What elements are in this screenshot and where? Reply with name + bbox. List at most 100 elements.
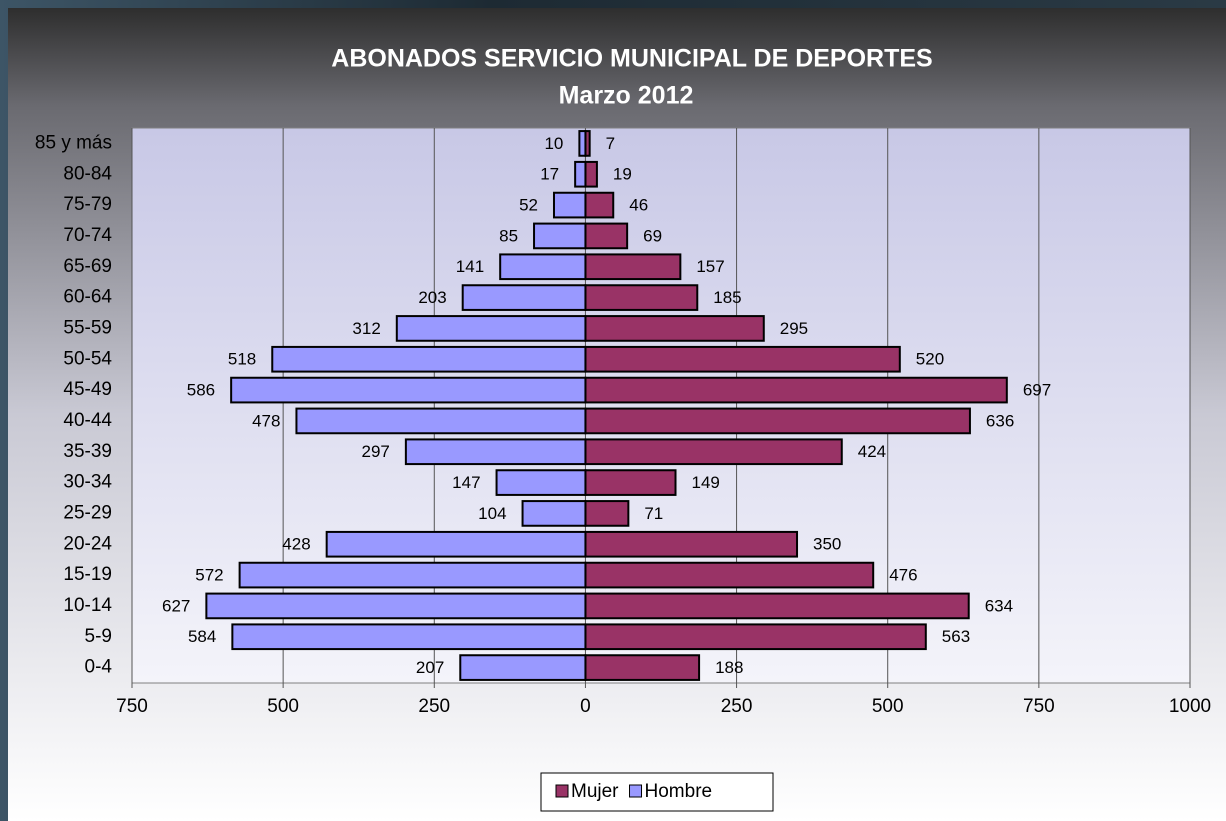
bar [397,316,586,341]
y-tick-label: 10-14 [63,595,112,616]
bar [460,655,585,680]
data-label: 478 [252,411,280,430]
y-tick-label: 0-4 [85,657,113,678]
legend-swatch [556,785,568,797]
data-label: 46 [629,196,648,215]
data-label: 71 [644,504,663,523]
bar [554,193,585,218]
bar [585,563,873,588]
x-tick-label: 250 [721,696,753,717]
bar [575,162,585,187]
bar [585,193,613,218]
bar [585,162,596,187]
data-label: 563 [942,627,970,646]
data-label: 149 [692,473,720,492]
data-label: 52 [519,196,538,215]
data-label: 627 [162,596,190,615]
bar [585,501,628,526]
y-tick-label: 60-64 [63,287,112,308]
x-tick-label: 1000 [1169,696,1211,717]
y-tick-label: 25-29 [63,502,112,523]
legend-swatch [630,785,642,797]
data-label: 17 [540,165,559,184]
bar [585,347,899,372]
bar [585,224,627,249]
data-label: 104 [478,504,506,523]
y-tick-label: 55-59 [63,317,112,338]
bar [585,285,697,310]
data-label: 572 [195,566,223,585]
data-label: 69 [643,226,662,245]
y-tick-label: 50-54 [63,348,112,369]
bar [232,624,585,649]
data-label: 207 [416,658,444,677]
x-tick-label: 750 [1023,696,1055,717]
data-label: 634 [985,596,1013,615]
data-label: 141 [456,257,484,276]
bar [206,594,585,619]
bar [296,409,585,434]
data-label: 518 [228,350,256,369]
bar [585,594,968,619]
chart-title: ABONADOS SERVICIO MUNICIPAL DE DEPORTES [331,45,932,73]
bar [585,254,680,279]
x-tick-label: 750 [116,696,148,717]
y-tick-label: 70-74 [63,225,112,246]
data-label: 476 [889,566,917,585]
bar [585,624,925,649]
y-tick-label: 35-39 [63,441,112,462]
y-tick-label: 65-69 [63,256,112,277]
chart-subtitle: Marzo 2012 [559,82,694,110]
x-tick-label: 500 [872,696,904,717]
bar [240,563,586,588]
x-tick-label: 500 [267,696,299,717]
data-label: 312 [352,319,380,338]
bar [523,501,586,526]
data-label: 428 [282,535,310,554]
data-label: 697 [1023,381,1051,400]
bar [585,409,970,434]
y-tick-label: 80-84 [63,163,112,184]
y-tick-label: 5-9 [85,626,112,647]
y-tick-label: 15-19 [63,564,112,585]
data-label: 157 [696,257,724,276]
bar [585,316,763,341]
data-label: 297 [361,442,389,461]
data-label: 636 [986,411,1014,430]
data-label: 19 [613,165,632,184]
bar [500,254,585,279]
data-label: 185 [713,288,741,307]
x-tick-label: 250 [418,696,450,717]
y-tick-label: 85 y más [35,132,112,153]
data-label: 520 [916,350,944,369]
data-label: 424 [858,442,886,461]
data-label: 188 [715,658,743,677]
data-label: 586 [187,381,215,400]
bar [585,655,699,680]
y-tick-label: 40-44 [63,410,112,431]
bar [585,439,841,464]
y-tick-label: 75-79 [63,194,112,215]
chart: ABONADOS SERVICIO MUNICIPAL DE DEPORTES … [0,0,1226,821]
bar [231,378,585,403]
data-label: 147 [452,473,480,492]
bar [585,470,675,495]
bar [585,378,1006,403]
data-label: 85 [499,226,518,245]
y-tick-label: 45-49 [63,379,112,400]
y-tick-label: 20-24 [63,533,112,554]
bar [463,285,586,310]
data-label: 295 [780,319,808,338]
legend-label: Hombre [645,781,713,802]
data-label: 203 [418,288,446,307]
data-label: 584 [188,627,216,646]
x-tick-label: 0 [580,696,591,717]
bar [406,439,586,464]
data-label: 350 [813,535,841,554]
legend-label: Mujer [571,781,619,802]
bar [534,224,585,249]
page: {"chart_data": {"type": "bar", "orientat… [0,0,1226,821]
bar [327,532,586,557]
bar [497,470,586,495]
bar [579,131,585,156]
